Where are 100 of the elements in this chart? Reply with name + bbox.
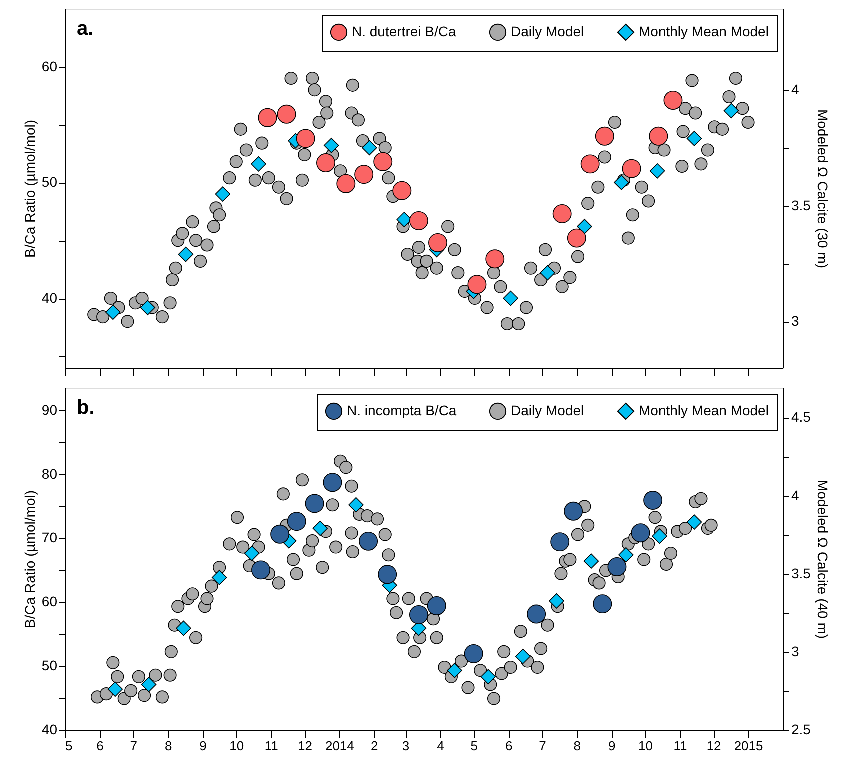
x-tick-label: 5 (470, 738, 478, 754)
point (374, 152, 393, 172)
annotation: b. (77, 397, 95, 419)
y-axis-title: B/Ca Ratio (µmol/mol) (22, 490, 38, 628)
y2-tick-label: 3 (792, 643, 800, 660)
legend-label: Monthly Mean Model (639, 402, 769, 418)
x-tick-label: 7 (130, 738, 138, 754)
x-tick-label: 2 (371, 738, 378, 754)
x-tick-label: 10 (638, 738, 653, 754)
point (564, 502, 584, 521)
x-tick-label: 6 (505, 738, 513, 754)
point (652, 528, 668, 544)
x-tick-label: 11 (674, 738, 688, 754)
point (312, 520, 328, 536)
point (622, 159, 642, 178)
point (258, 108, 278, 128)
point (354, 165, 374, 184)
point (468, 275, 487, 294)
y2-tick-label: 3.5 (792, 565, 812, 582)
point (650, 163, 666, 179)
point (305, 494, 324, 514)
point (178, 246, 194, 262)
legend-label: N. dutertrei B/Ca (352, 23, 456, 40)
y2-axis-title: Modeled Ω Calcite (30 m) (814, 109, 831, 269)
point (649, 126, 668, 146)
point (686, 514, 702, 530)
point (618, 547, 634, 563)
x-tick-label: 12 (298, 738, 312, 754)
point (336, 174, 356, 194)
point (176, 620, 192, 636)
point (540, 265, 556, 281)
point (549, 594, 564, 609)
y-tick-label: 40 (42, 722, 58, 738)
point (296, 129, 316, 148)
y-tick-label: 60 (42, 58, 58, 74)
point (686, 131, 702, 146)
point (593, 594, 612, 614)
point (486, 250, 505, 269)
point (323, 473, 342, 492)
legend-label: N. incompta B/Ca (347, 402, 457, 418)
point (614, 175, 630, 190)
point (608, 558, 627, 576)
point (108, 682, 124, 698)
x-tick-label: 2014 (325, 738, 354, 754)
point (359, 532, 378, 551)
point (348, 497, 364, 513)
point (580, 154, 600, 174)
point (277, 104, 296, 124)
point (324, 138, 340, 154)
x-tick-label: 5 (66, 738, 73, 754)
point (567, 228, 586, 248)
point (550, 532, 570, 552)
point (140, 300, 156, 316)
point (577, 219, 592, 234)
point (584, 554, 600, 569)
point (527, 604, 546, 624)
y-tick-label: 90 (42, 402, 58, 418)
point (244, 546, 260, 562)
point (595, 126, 614, 146)
y2-tick-label: 3 (792, 313, 800, 330)
point (428, 233, 448, 252)
point (378, 565, 398, 584)
x-tick-label: 11 (264, 738, 278, 754)
x-tick-label: 4 (437, 738, 444, 754)
point (515, 648, 531, 664)
y2-tick-label: 4 (792, 82, 800, 98)
point (316, 154, 336, 172)
legend-label: Daily Model (511, 23, 584, 40)
point (447, 663, 462, 678)
point (464, 644, 484, 664)
y-tick-label: 60 (42, 594, 58, 610)
point (212, 570, 228, 586)
y-axis-title: B/Ca Ratio (µmol/mol) (22, 120, 38, 258)
x-tick-label: 12 (706, 738, 722, 754)
y-tick-label: 50 (42, 174, 58, 190)
y2-tick-label: 3.5 (792, 197, 812, 214)
x-tick-label: 10 (230, 738, 244, 754)
point (141, 677, 157, 692)
x-tick-label: 6 (96, 738, 104, 754)
point (664, 91, 683, 110)
y2-tick-label: 2.5 (792, 722, 812, 738)
point (270, 524, 290, 544)
x-tick-label: 7 (539, 738, 546, 754)
point (427, 596, 446, 616)
point (631, 524, 650, 543)
y2-axis-title: Modeled Ω Calcite (40 m) (814, 480, 831, 640)
point (106, 304, 121, 320)
y2-tick-label: 4.5 (792, 409, 812, 426)
point (644, 491, 663, 510)
y-tick-label: 80 (42, 466, 58, 482)
point (392, 181, 412, 200)
point (252, 560, 271, 580)
point (724, 103, 740, 119)
x-tick-label: 8 (574, 738, 582, 754)
point (552, 204, 572, 224)
x-tick-label: 2015 (734, 738, 764, 754)
x-tick-label: 3 (402, 738, 410, 754)
point (215, 186, 231, 202)
point (251, 156, 266, 172)
x-tick-label: 9 (200, 738, 207, 754)
